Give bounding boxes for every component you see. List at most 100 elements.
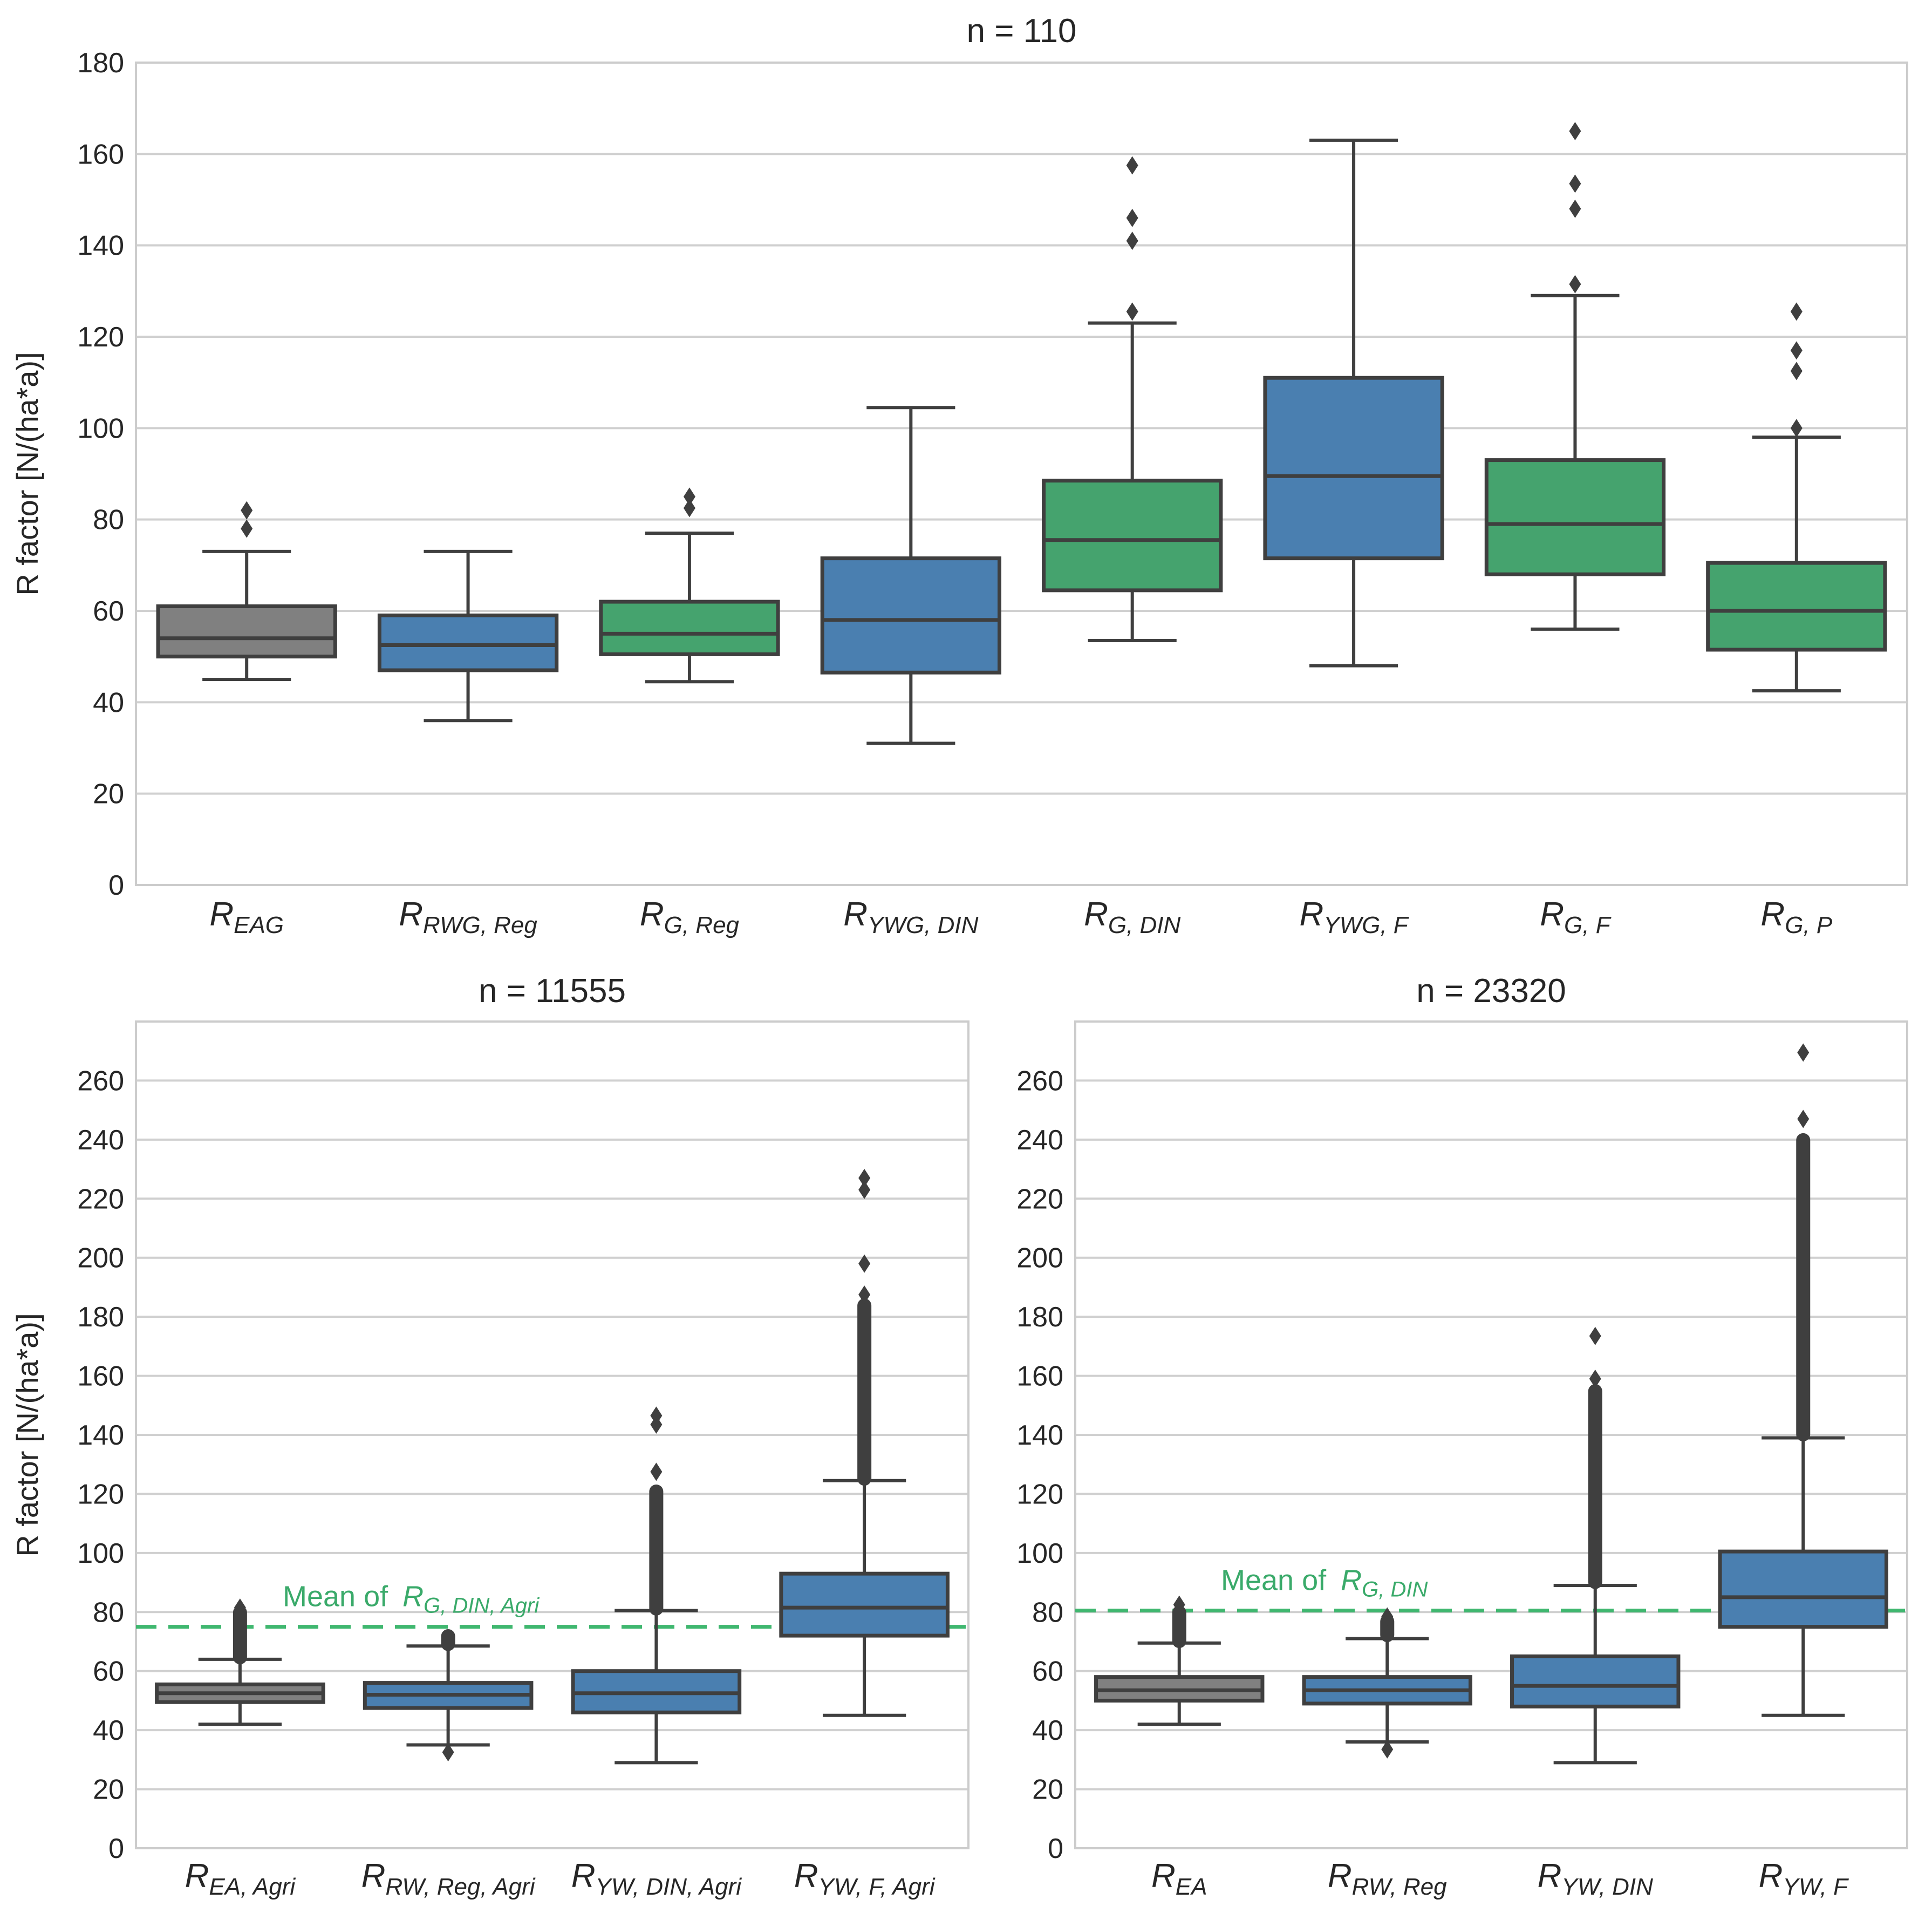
outlier-point: [650, 1406, 663, 1425]
category-label-subscript: RW, Reg, Agri: [385, 1874, 535, 1900]
category-label-main: R: [1084, 896, 1108, 933]
outlier-point: [858, 1285, 871, 1304]
box-2: [363, 1629, 534, 1762]
mean-annotation-prefix: Mean of: [283, 1581, 396, 1613]
outlier-cluster: [857, 1298, 872, 1486]
y-tick-label: 220: [77, 1183, 124, 1215]
outlier-point: [683, 487, 695, 506]
mean-annotation: Mean of RG, DIN: [1221, 1564, 1428, 1602]
y-tick-label: 240: [77, 1125, 124, 1156]
y-tick-label: 120: [1016, 1479, 1063, 1510]
box-3: [599, 487, 780, 684]
plot-frame: [135, 1020, 970, 1849]
y-tick-label: 260: [1016, 1065, 1063, 1097]
y-tick-label: 20: [93, 1774, 124, 1806]
category-label-main: R: [1760, 896, 1785, 933]
box-4: [820, 406, 1001, 745]
box-2: [1302, 1607, 1472, 1759]
y-tick-label: 120: [77, 1479, 124, 1510]
category-label-main: R: [1540, 896, 1564, 933]
box-3: [571, 1406, 742, 1765]
outlier-point: [1589, 1370, 1601, 1388]
category-label: RYW, F, Agri: [794, 1857, 936, 1900]
outlier-point: [442, 1743, 454, 1762]
outlier-cluster: [233, 1605, 247, 1665]
box-4: [779, 1168, 950, 1717]
category-label-main: R: [843, 896, 868, 933]
category-label-main: R: [794, 1857, 818, 1895]
y-tick-label: 180: [77, 47, 124, 79]
y-tick-label: 260: [77, 1065, 124, 1097]
outlier-point: [1790, 362, 1803, 380]
outlier-point: [1173, 1595, 1185, 1614]
outlier-point: [650, 1462, 663, 1481]
y-tick-label: 40: [93, 687, 124, 718]
category-label-subscript: EA, Agri: [209, 1874, 296, 1900]
outlier-point: [1126, 302, 1138, 321]
outlier-cluster: [649, 1484, 664, 1616]
plot-frame: [1074, 1020, 1908, 1849]
box-1: [156, 501, 337, 681]
box-7: [1484, 122, 1666, 631]
panel-1: 0 20 40 60 80 100 120 140 160 180 n = 110 R factor …: [10, 12, 1908, 938]
y-tick-label: 0: [108, 1833, 124, 1864]
category-label-main: R: [640, 896, 664, 933]
panel-2: 0 20 40 60 80 100 120 140 160 180 200 220 240 260 n = …: [10, 972, 970, 1900]
mean-annotation-main: R: [402, 1581, 424, 1613]
y-tick-label: 20: [93, 779, 124, 810]
outlier-point: [241, 519, 253, 538]
box-body: [1263, 376, 1444, 561]
outlier-cluster: [441, 1629, 455, 1651]
outlier-point: [1790, 341, 1803, 360]
category-label-subscript: YW, DIN, Agri: [596, 1874, 742, 1900]
panel-3: 0 20 40 60 80 100 120 140 160 180 200 220 240 260 n = …: [1016, 972, 1908, 1900]
y-tick-label: 200: [77, 1243, 124, 1274]
category-label-main: R: [1759, 1857, 1783, 1895]
outlier-cluster: [1172, 1605, 1186, 1648]
category-label: RYWG, DIN: [843, 896, 978, 938]
y-tick-label: 80: [93, 505, 124, 536]
y-tick-label: 40: [1032, 1715, 1063, 1746]
category-label: RRW, Reg: [1328, 1857, 1447, 1900]
y-tick-label: 100: [1016, 1538, 1063, 1569]
y-tick-label: 100: [77, 1538, 124, 1569]
outlier-point: [1569, 275, 1581, 294]
outlier-point: [1790, 419, 1803, 438]
category-label-main: R: [399, 896, 423, 933]
y-tick-label: 160: [77, 1361, 124, 1392]
category-label-subscript: YW, F: [1783, 1874, 1849, 1900]
mean-annotation-main: R: [1341, 1564, 1362, 1597]
y-tick-label: 60: [1032, 1656, 1063, 1687]
y-tick-label: 180: [1016, 1302, 1063, 1333]
category-label: RG, P: [1760, 896, 1832, 938]
y-tick-label: 140: [77, 230, 124, 262]
outlier-point: [1381, 1740, 1394, 1759]
category-label: RG, Reg: [640, 896, 740, 938]
y-tick-label: 20: [1032, 1774, 1063, 1806]
box-body: [377, 613, 559, 672]
box-body: [1042, 479, 1223, 593]
outlier-cluster: [1588, 1384, 1602, 1589]
box-body: [820, 556, 1001, 675]
mean-annotation-prefix: Mean of: [1221, 1564, 1334, 1597]
box-6: [1263, 138, 1444, 668]
outlier-point: [858, 1254, 871, 1273]
outlier-point: [241, 501, 253, 520]
outlier-cluster: [1380, 1614, 1395, 1643]
category-label-subscript: YWG, F: [1323, 912, 1409, 938]
box-1: [155, 1598, 325, 1726]
mean-annotation-subscript: G, DIN, Agri: [424, 1594, 540, 1618]
y-tick-label: 160: [77, 139, 124, 170]
box-body: [599, 600, 780, 656]
box-body: [156, 604, 337, 659]
box-4: [1718, 1043, 1888, 1717]
box-5: [1042, 156, 1223, 643]
y-tick-label: 60: [93, 1656, 124, 1687]
y-tick-label: 240: [1016, 1125, 1063, 1156]
category-label-main: R: [1538, 1857, 1562, 1895]
outlier-point: [1589, 1326, 1601, 1345]
box-body: [1718, 1549, 1888, 1629]
box-3: [1510, 1326, 1681, 1765]
category-label-main: R: [209, 896, 234, 933]
